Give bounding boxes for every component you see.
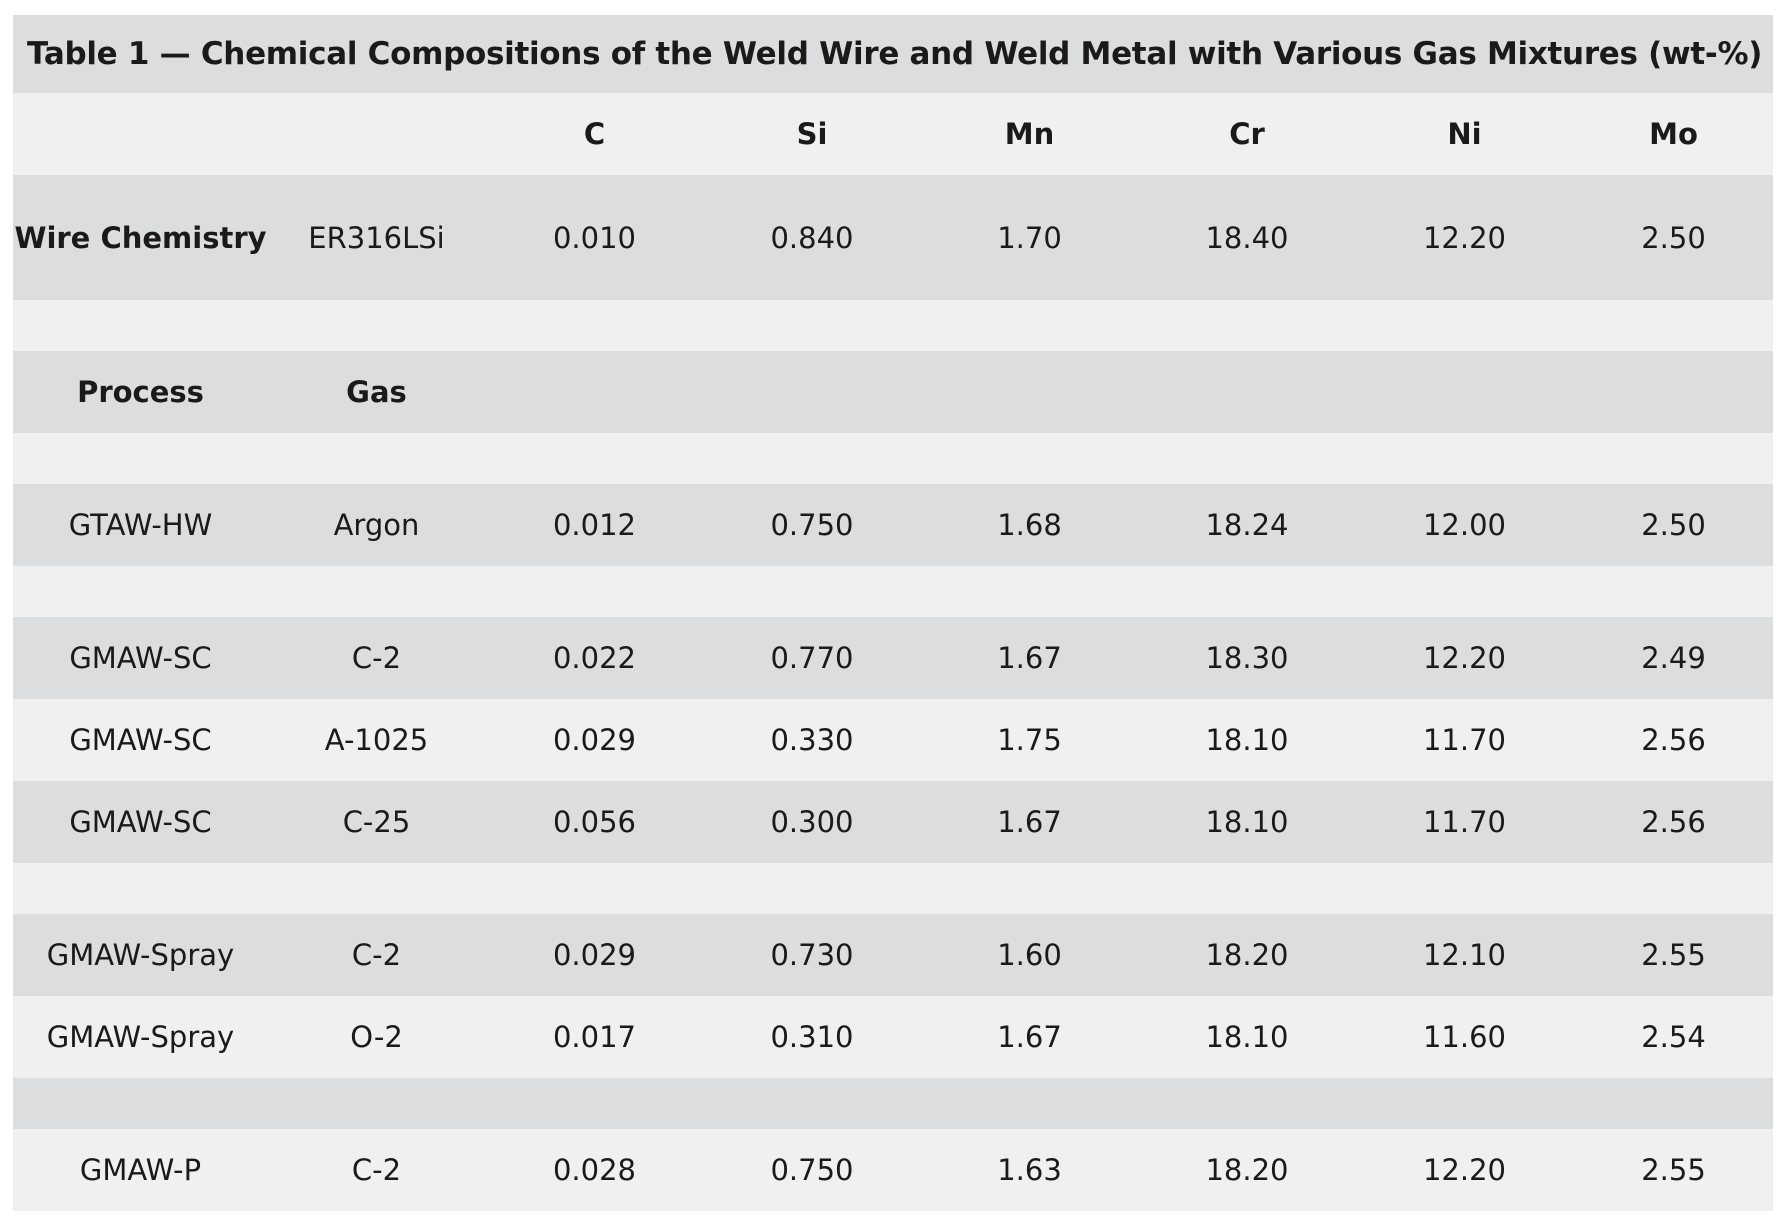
table-cell: 1.67: [920, 996, 1139, 1078]
table-cell: 11.70: [1355, 699, 1574, 781]
table-cell: 0.029: [485, 914, 704, 996]
gas-cell: Argon: [268, 484, 485, 566]
table-cell: 2.49: [1574, 617, 1773, 699]
table-cell: 2.50: [1574, 175, 1773, 300]
table-cell: 18.20: [1139, 914, 1355, 996]
column-header-mn: Mn: [920, 93, 1139, 175]
table-cell: 18.24: [1139, 484, 1355, 566]
process-cell: GMAW-SC: [13, 781, 268, 863]
spacer-cell: [13, 1078, 1773, 1129]
process-cell: GMAW-SC: [13, 617, 268, 699]
table-cell: 0.017: [485, 996, 704, 1078]
spacer-cell: [13, 433, 1773, 484]
table-cell: 1.70: [920, 175, 1139, 300]
sub-header-process: Process: [13, 351, 268, 433]
table-cell: 0.012: [485, 484, 704, 566]
table-cell: 0.730: [704, 914, 920, 996]
table-cell: 12.00: [1355, 484, 1574, 566]
column-header-c: C: [485, 93, 704, 175]
table-row: GMAW-Spray C-2 0.029 0.730 1.60 18.20 12…: [13, 914, 1773, 996]
table-cell: 2.55: [1574, 914, 1773, 996]
table-cell: 0.750: [704, 484, 920, 566]
table-row: GMAW-SC C-2 0.022 0.770 1.67 18.30 12.20…: [13, 617, 1773, 699]
table-cell: 18.10: [1139, 996, 1355, 1078]
spacer-cell: [13, 300, 1773, 351]
process-cell: GMAW-SC: [13, 699, 268, 781]
column-header: [13, 93, 268, 175]
table-cell: 1.60: [920, 914, 1139, 996]
table-cell: 0.310: [704, 996, 920, 1078]
table-cell: 18.20: [1139, 1129, 1355, 1211]
table-cell: 2.50: [1574, 484, 1773, 566]
column-header-cr: Cr: [1139, 93, 1355, 175]
table-cell: 0.022: [485, 617, 704, 699]
column-header-row: C Si Mn Cr Ni Mo: [13, 93, 1773, 175]
sub-header-row: Process Gas: [13, 351, 1773, 433]
table-caption: Table 1 — Chemical Compositions of the W…: [13, 15, 1773, 93]
column-header-mo: Mo: [1574, 93, 1773, 175]
process-cell: GMAW-P: [13, 1129, 268, 1211]
spacer-row: [13, 433, 1773, 484]
table-cell: 0.330: [704, 699, 920, 781]
gas-cell: C-25: [268, 781, 485, 863]
table-cell: 18.40: [1139, 175, 1355, 300]
spacer-row: [13, 566, 1773, 617]
table-cell: 2.54: [1574, 996, 1773, 1078]
table-cell: 12.20: [1355, 175, 1574, 300]
table-cell: 2.55: [1574, 1129, 1773, 1211]
table-cell: 11.70: [1355, 781, 1574, 863]
data-grid: C Si Mn Cr Ni Mo Wire Chemistry ER316LSi…: [13, 93, 1773, 1211]
table-cell: 18.10: [1139, 781, 1355, 863]
process-cell: GMAW-Spray: [13, 996, 268, 1078]
table-row: GMAW-P C-2 0.028 0.750 1.63 18.20 12.20 …: [13, 1129, 1773, 1211]
table-cell: 0.028: [485, 1129, 704, 1211]
column-header: [268, 93, 485, 175]
table-cell: 0.770: [704, 617, 920, 699]
table-cell: 18.30: [1139, 617, 1355, 699]
table-cell: 18.10: [1139, 699, 1355, 781]
table-cell: 12.10: [1355, 914, 1574, 996]
table-row: GTAW-HW Argon 0.012 0.750 1.68 18.24 12.…: [13, 484, 1773, 566]
table-cell: 12.20: [1355, 617, 1574, 699]
composition-table: Table 1 — Chemical Compositions of the W…: [13, 15, 1773, 1211]
gas-cell: C-2: [268, 914, 485, 996]
table-row: GMAW-Spray O-2 0.017 0.310 1.67 18.10 11…: [13, 996, 1773, 1078]
spacer-row: [13, 300, 1773, 351]
table-cell: 2.56: [1574, 781, 1773, 863]
gas-cell: A-1025: [268, 699, 485, 781]
wire-chemistry-row: Wire Chemistry ER316LSi 0.010 0.840 1.70…: [13, 175, 1773, 300]
table-cell: 11.60: [1355, 996, 1574, 1078]
process-cell: GTAW-HW: [13, 484, 268, 566]
table-row: GMAW-SC A-1025 0.029 0.330 1.75 18.10 11…: [13, 699, 1773, 781]
table-cell: 1.67: [920, 617, 1139, 699]
table-cell: 1.75: [920, 699, 1139, 781]
table-cell: 0.010: [485, 175, 704, 300]
spacer-row: [13, 1078, 1773, 1129]
table-cell: 1.63: [920, 1129, 1139, 1211]
table-cell: 1.67: [920, 781, 1139, 863]
sub-header-filler: [485, 351, 1773, 433]
sub-header-gas: Gas: [268, 351, 485, 433]
gas-cell: C-2: [268, 617, 485, 699]
table-cell: 2.56: [1574, 699, 1773, 781]
table-cell: 0.300: [704, 781, 920, 863]
table-cell: 12.20: [1355, 1129, 1574, 1211]
table-cell: 0.029: [485, 699, 704, 781]
spacer-cell: [13, 566, 1773, 617]
table-cell: 1.68: [920, 484, 1139, 566]
spacer-row: [13, 863, 1773, 914]
table-cell: 0.750: [704, 1129, 920, 1211]
spacer-cell: [13, 863, 1773, 914]
wire-chemistry-label: Wire Chemistry: [13, 175, 268, 300]
table-cell: 0.056: [485, 781, 704, 863]
gas-cell: O-2: [268, 996, 485, 1078]
wire-name: ER316LSi: [268, 175, 485, 300]
column-header-si: Si: [704, 93, 920, 175]
table-row: GMAW-SC C-25 0.056 0.300 1.67 18.10 11.7…: [13, 781, 1773, 863]
column-header-ni: Ni: [1355, 93, 1574, 175]
process-cell: GMAW-Spray: [13, 914, 268, 996]
gas-cell: C-2: [268, 1129, 485, 1211]
table-cell: 0.840: [704, 175, 920, 300]
